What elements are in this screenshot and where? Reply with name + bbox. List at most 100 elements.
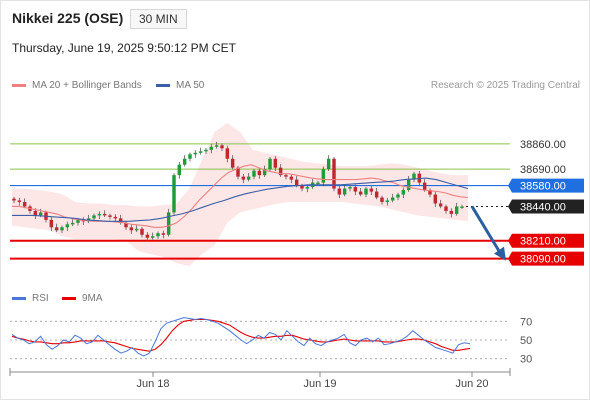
candle-bear xyxy=(449,210,454,214)
x-tick-label: Jun 18 xyxy=(136,378,169,390)
level-label-pivot: 38580.00 xyxy=(520,181,566,193)
candle-bull xyxy=(97,213,102,216)
candle-bear xyxy=(17,200,22,202)
bollinger-band-area xyxy=(12,123,468,267)
ma20-legend-label: MA 20 + Bollinger Bands xyxy=(32,80,142,91)
candle-bear xyxy=(284,175,288,177)
level-label-support: 38090.00 xyxy=(520,254,566,266)
candle-bear xyxy=(54,227,59,231)
ma20-line xyxy=(12,164,469,228)
ma9-swatch xyxy=(62,296,76,300)
candle-bull xyxy=(188,154,192,159)
candle-bear xyxy=(129,227,134,231)
candle-bull xyxy=(385,200,390,202)
ma50-legend-label: MA 50 xyxy=(176,80,205,91)
level-label-last: 38440.00 xyxy=(520,201,566,213)
candle-bull xyxy=(342,188,347,195)
candle-bear xyxy=(225,148,230,159)
candle-bull xyxy=(156,233,160,237)
candle-bear xyxy=(433,194,438,204)
timeframe-badge[interactable]: 30 MIN xyxy=(130,9,187,29)
credit-text: Research © 2025 Trading Central xyxy=(430,80,580,91)
candle-bull xyxy=(262,169,267,176)
ma20-swatch xyxy=(12,83,26,87)
candle-bear xyxy=(358,191,363,195)
candle-bear xyxy=(102,213,107,216)
level-tag-pivot xyxy=(508,178,584,193)
legend-ma50: MA 50 xyxy=(156,80,204,91)
level-label-support: 38210.00 xyxy=(520,236,566,248)
candle-bull xyxy=(252,170,256,177)
candle-bear xyxy=(374,191,379,198)
candle-bull xyxy=(172,175,176,213)
candle-bull xyxy=(316,182,320,185)
candle-bull xyxy=(150,236,155,238)
candle-bear xyxy=(438,203,443,207)
level-label-resistance: 38860.00 xyxy=(520,139,566,151)
ma50-line xyxy=(12,177,469,222)
ma9-legend-label: 9MA xyxy=(82,293,103,304)
candle-bull xyxy=(305,187,310,189)
candle-bull xyxy=(348,187,352,189)
candle-bull xyxy=(321,169,326,183)
candle-bull xyxy=(182,158,187,165)
candle-bear xyxy=(230,158,235,168)
candle-bear xyxy=(332,158,336,189)
rsi-tick-label: 30 xyxy=(520,354,532,366)
candle-bull xyxy=(406,179,411,191)
candle-bull xyxy=(412,173,416,180)
candle-bear xyxy=(294,179,299,186)
candle-bear xyxy=(241,176,246,180)
candle-bear xyxy=(369,188,374,192)
candle-bear xyxy=(33,210,38,216)
candle-bear xyxy=(145,234,150,238)
candle-bear xyxy=(118,218,123,223)
candle-bull xyxy=(166,212,171,235)
candle-bear xyxy=(236,167,240,177)
candle-bull xyxy=(134,228,139,231)
candle-bull xyxy=(70,222,75,225)
datetime-label: Thursday, June 19, 2025 9:50:12 PM CET xyxy=(12,41,236,55)
candle-bull xyxy=(396,194,400,198)
candle-bull xyxy=(364,188,368,195)
x-tick-label: Jun 19 xyxy=(303,378,336,390)
level-tag-support xyxy=(508,233,584,248)
rsi-tick-label: 70 xyxy=(520,316,532,328)
candle-bear xyxy=(428,190,432,195)
level-label-resistance: 38690.00 xyxy=(520,164,566,176)
x-tick-label: Jun 20 xyxy=(455,378,488,390)
candle-bull xyxy=(204,149,208,152)
candle-bear xyxy=(257,170,262,176)
candle-bull xyxy=(38,212,43,216)
candle-bull xyxy=(246,176,251,180)
candle-bear xyxy=(353,187,358,192)
candle-bull xyxy=(198,151,203,153)
candle-bull xyxy=(326,158,331,170)
candle-bull xyxy=(92,215,96,219)
candle-bull xyxy=(65,224,70,228)
candle-bear xyxy=(124,222,128,228)
rsi-swatch xyxy=(12,296,26,300)
candle-bull xyxy=(460,206,464,208)
instrument-title: Nikkei 225 (OSE) xyxy=(12,10,124,26)
candle-bear xyxy=(113,216,118,219)
candle-bear xyxy=(161,233,166,235)
candle-bear xyxy=(108,215,112,217)
candle-bear xyxy=(337,188,342,195)
candle-bull xyxy=(193,152,198,155)
candle-bear xyxy=(380,197,384,202)
candle-bull xyxy=(60,227,64,231)
level-tag-support xyxy=(508,251,584,266)
candle-bear xyxy=(278,167,283,176)
candle-bull xyxy=(177,164,182,176)
rsi-tick-label: 50 xyxy=(520,335,532,347)
candle-bear xyxy=(300,185,304,189)
candle-bull xyxy=(390,197,395,201)
candle-bear xyxy=(444,206,448,211)
candle-bull xyxy=(401,190,406,195)
candle-bear xyxy=(422,182,427,191)
candle-bear xyxy=(49,219,54,228)
legend-9ma: 9MA xyxy=(62,293,103,304)
candle-bull xyxy=(76,219,80,223)
